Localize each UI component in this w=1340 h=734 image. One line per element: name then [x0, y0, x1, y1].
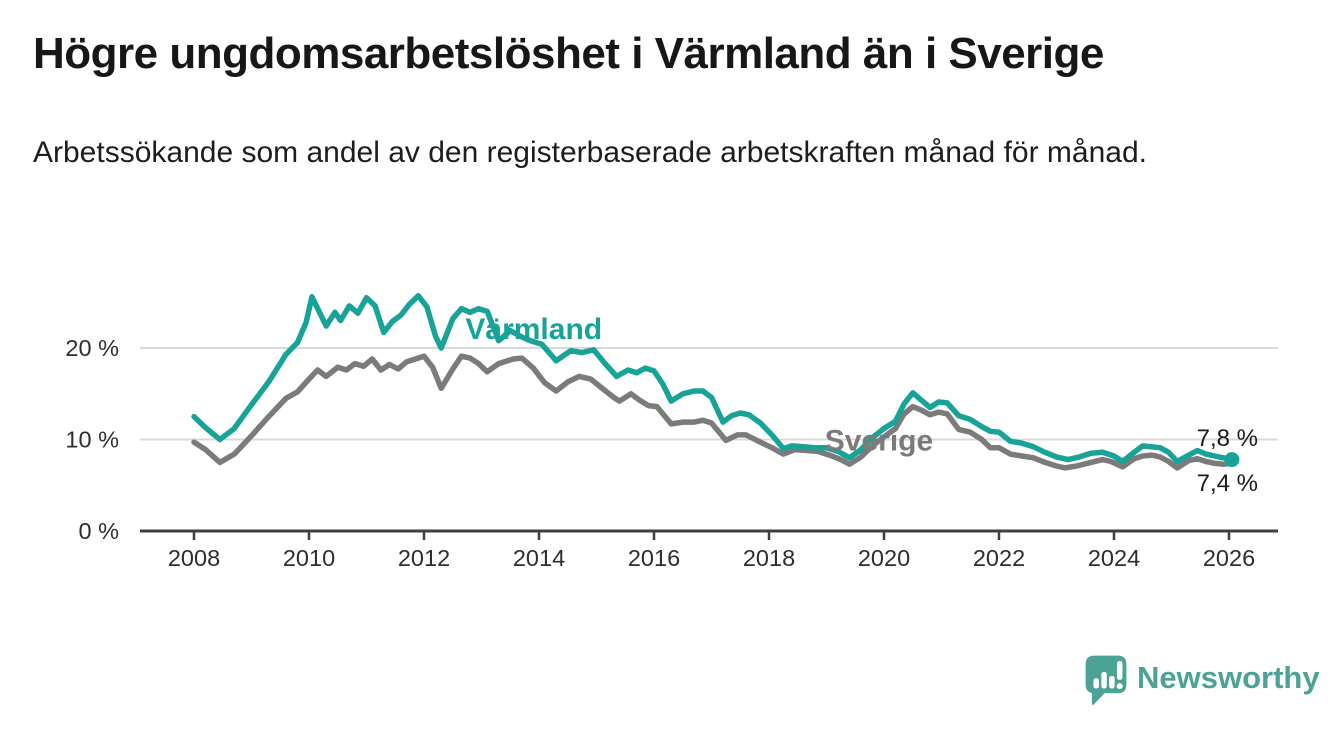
- x-tick-label-2014: 2014: [513, 545, 565, 571]
- series-label-Värmland: Värmland: [465, 313, 602, 346]
- bar-2: [1101, 672, 1107, 689]
- x-tick-label-2012: 2012: [398, 545, 450, 571]
- chart-title: Högre ungdomsarbetslöshet i Värmland än …: [33, 29, 1104, 78]
- y-tick-label-10: 10 %: [65, 427, 119, 453]
- y-tick-label-20: 20 %: [65, 335, 119, 361]
- series-line-Sverige: [191, 353, 1235, 471]
- x-tick-label-2022: 2022: [973, 545, 1025, 571]
- exclamation-dot: [1116, 683, 1123, 690]
- newsworthy-logo-icon: [1085, 655, 1127, 706]
- x-tick-label-2010: 2010: [283, 545, 335, 571]
- x-tick-label-2016: 2016: [628, 545, 680, 571]
- x-tick-label-2026: 2026: [1203, 545, 1255, 571]
- x-tick-label-2018: 2018: [743, 545, 795, 571]
- x-tick-label-2020: 2020: [858, 545, 910, 571]
- bar-1: [1093, 678, 1099, 689]
- exclamation-bar: [1116, 661, 1123, 680]
- newsworthy-logo-text: Newsworthy: [1137, 660, 1320, 695]
- end-value-label-Sverige: 7,4 %: [1197, 470, 1258, 497]
- newsworthy-logo: Newsworthy: [1084, 654, 1320, 712]
- chart-subtitle: Arbetssökande som andel av den registerb…: [33, 136, 1147, 169]
- x-tick-label-2024: 2024: [1088, 545, 1140, 571]
- y-tick-label-0: 0 %: [79, 518, 120, 544]
- x-tick-label-2008: 2008: [168, 545, 220, 571]
- series-end-dot-Värmland: [1224, 452, 1240, 468]
- bar-3: [1109, 675, 1115, 689]
- end-value-label-Värmland: 7,8 %: [1197, 425, 1258, 452]
- series-line-Värmland: [191, 293, 1235, 465]
- series-label-Sverige: Sverige: [825, 424, 933, 457]
